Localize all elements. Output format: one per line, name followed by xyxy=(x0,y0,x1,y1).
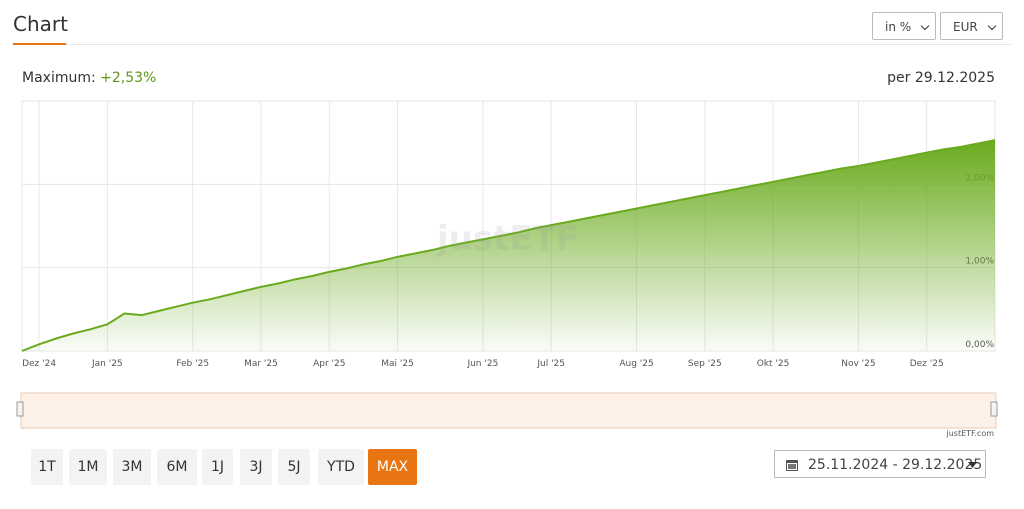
date-range-picker[interactable]: 25.11.2024 - 29.12.2025 xyxy=(774,450,986,478)
x-tick-label: Okt '25 xyxy=(757,359,790,369)
currency-select[interactable]: EUR xyxy=(940,12,1003,40)
maximum: Maximum: +2,53% xyxy=(22,70,156,86)
x-tick-label: Jan '25 xyxy=(91,359,123,369)
x-tick-label: Dez '25 xyxy=(910,359,944,369)
period-button[interactable]: 6M xyxy=(157,449,197,485)
period-button[interactable]: 1M xyxy=(69,449,107,485)
x-tick-label: Apr '25 xyxy=(313,359,345,369)
period-button[interactable]: 5J xyxy=(278,449,310,485)
area xyxy=(22,140,995,351)
period-button[interactable]: MAX xyxy=(368,449,417,485)
unit-select[interactable]: in % xyxy=(872,12,936,40)
calendar-icon xyxy=(786,460,798,471)
period-button[interactable]: 3J xyxy=(240,449,272,485)
x-tick-label: Jul '25 xyxy=(536,359,565,369)
x-tick-label: Feb '25 xyxy=(176,359,209,369)
x-tick-label: Dez '24 xyxy=(22,359,56,369)
period-button[interactable]: 1J xyxy=(202,449,233,485)
date-range: 25.11.2024 - 29.12.2025 xyxy=(808,457,983,473)
credit: justETF.com xyxy=(946,429,995,438)
x-tick-label: Aug '25 xyxy=(619,359,653,369)
period-button[interactable]: YTD xyxy=(318,449,364,485)
x-tick-label: Mai '25 xyxy=(381,359,414,369)
maximum-label: Maximum: xyxy=(22,70,96,86)
x-tick-label: Nov '25 xyxy=(841,359,875,369)
caret xyxy=(968,462,977,468)
title-underline xyxy=(13,43,66,45)
maximum-value: +2,53% xyxy=(100,70,157,86)
as-of-date: per 29.12.2025 xyxy=(887,70,995,86)
header-divider xyxy=(13,44,1011,45)
x-tick-label: Jun '25 xyxy=(466,359,498,369)
chart: Dez '24 Jan '25 Feb '25 Mar '25 Apr '25 Mai '… xyxy=(16,100,998,438)
navigator[interactable] xyxy=(20,392,997,429)
x-tick-label: Sep '25 xyxy=(688,359,722,369)
title: Chart xyxy=(13,12,68,36)
period-button[interactable]: 3M xyxy=(113,449,151,485)
navigator-handle[interactable] xyxy=(16,401,24,417)
line xyxy=(21,139,996,352)
period-button[interactable]: 1T xyxy=(31,449,63,485)
x-tick-label: Mar '25 xyxy=(244,359,278,369)
navigator-handle[interactable] xyxy=(990,401,998,417)
watermark: justETF xyxy=(435,219,579,259)
